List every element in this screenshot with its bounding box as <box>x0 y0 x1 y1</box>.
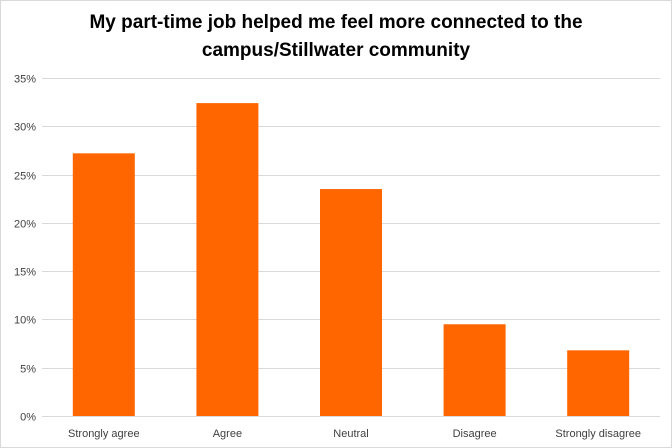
bar <box>72 153 135 416</box>
y-tick-label: 20% <box>14 219 36 231</box>
x-tick-label: Neutral <box>333 428 368 440</box>
bars <box>72 103 630 416</box>
y-tick-label: 5% <box>20 364 36 376</box>
y-axis-tick-labels: 0% 5% 10% 15% 20% 25% 30% 35% <box>14 74 36 424</box>
bar <box>320 189 382 416</box>
bar <box>567 350 630 416</box>
x-tick-label: Disagree <box>453 428 497 440</box>
y-tick-label: 25% <box>14 171 36 183</box>
y-tick-label: 15% <box>14 267 36 279</box>
y-tick-label: 10% <box>14 315 36 327</box>
x-tick-label: Strongly agree <box>68 428 140 440</box>
y-tick-label: 0% <box>20 412 36 424</box>
bar <box>443 324 506 416</box>
x-tick-label: Agree <box>213 428 242 440</box>
y-tick-label: 35% <box>14 74 36 86</box>
x-tick-label: Strongly disagree <box>555 428 641 440</box>
chart-title: My part-time job helped me feel more con… <box>41 9 631 65</box>
chart-title-line-1: My part-time job helped me feel more con… <box>89 12 583 33</box>
x-axis-tick-labels: Strongly agree Agree Neutral Disagree Strong… <box>68 428 641 440</box>
y-tick-label: 30% <box>14 122 36 134</box>
chart-title-line-2: campus/Stillwater community <box>201 40 471 61</box>
bar <box>196 103 259 416</box>
